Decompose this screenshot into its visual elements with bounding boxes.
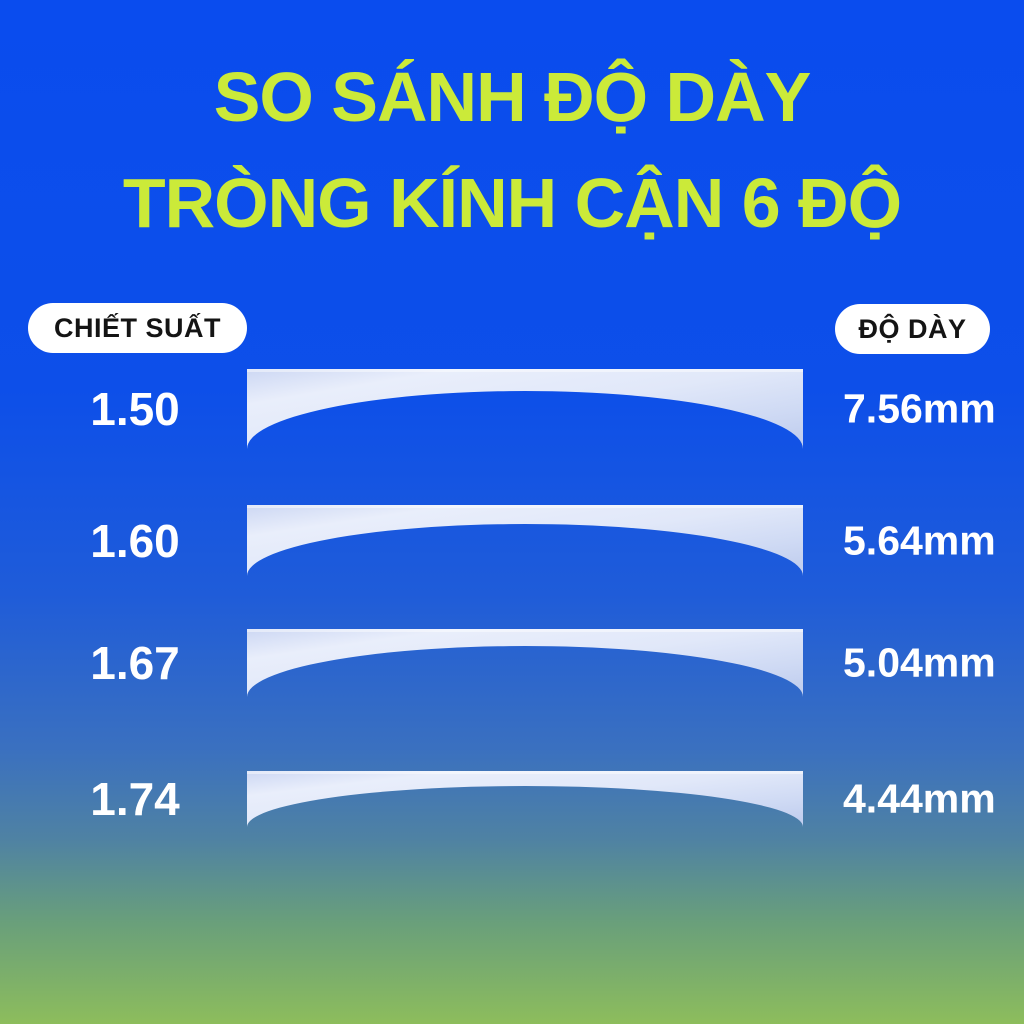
thickness-value: 5.04mm: [843, 639, 996, 686]
lens-cross-section: [247, 369, 803, 449]
title-line-1: SO SÁNH ĐỘ DÀY: [213, 58, 812, 136]
refractive-index-header-pill: CHIẾT SUẤT: [28, 303, 247, 353]
refractive-index-header-label: CHIẾT SUẤT: [54, 312, 221, 343]
lens-cross-section: [247, 505, 803, 576]
lens-shape: [247, 369, 803, 449]
thickness-value: 4.44mm: [843, 775, 996, 822]
lens-row: 1.50 7.56mm: [90, 369, 996, 449]
thickness-value: 7.56mm: [843, 385, 996, 432]
thickness-value: 5.64mm: [843, 517, 996, 563]
lens-cross-section: [247, 629, 803, 697]
lens-shape: [247, 629, 803, 697]
lens-shape: [247, 505, 803, 576]
refractive-index-value: 1.50: [90, 383, 180, 435]
lens-cross-section: [247, 771, 803, 827]
refractive-index-value: 1.67: [90, 637, 180, 689]
title-line-2: TRÒNG KÍNH CẬN 6 ĐỘ: [122, 164, 902, 242]
refractive-index-value: 1.60: [90, 514, 180, 567]
refractive-index-value: 1.74: [90, 773, 180, 825]
lens-row: 1.67 5.04mm: [90, 629, 996, 697]
lens-top-highlight: [247, 771, 803, 774]
lens-row: 1.74 4.44mm: [90, 771, 996, 827]
thickness-header-pill: ĐỘ DÀY: [835, 304, 990, 354]
lens-row: 1.60 5.64mm: [90, 505, 996, 576]
lens-top-highlight: [247, 629, 803, 632]
page-title: SO SÁNH ĐỘ DÀY TRÒNG KÍNH CẬN 6 ĐỘ: [0, 44, 1024, 256]
thickness-header-label: ĐỘ DÀY: [858, 313, 967, 344]
lens-shape: [247, 771, 803, 827]
lens-top-highlight: [247, 505, 803, 508]
lens-top-highlight: [247, 369, 803, 372]
